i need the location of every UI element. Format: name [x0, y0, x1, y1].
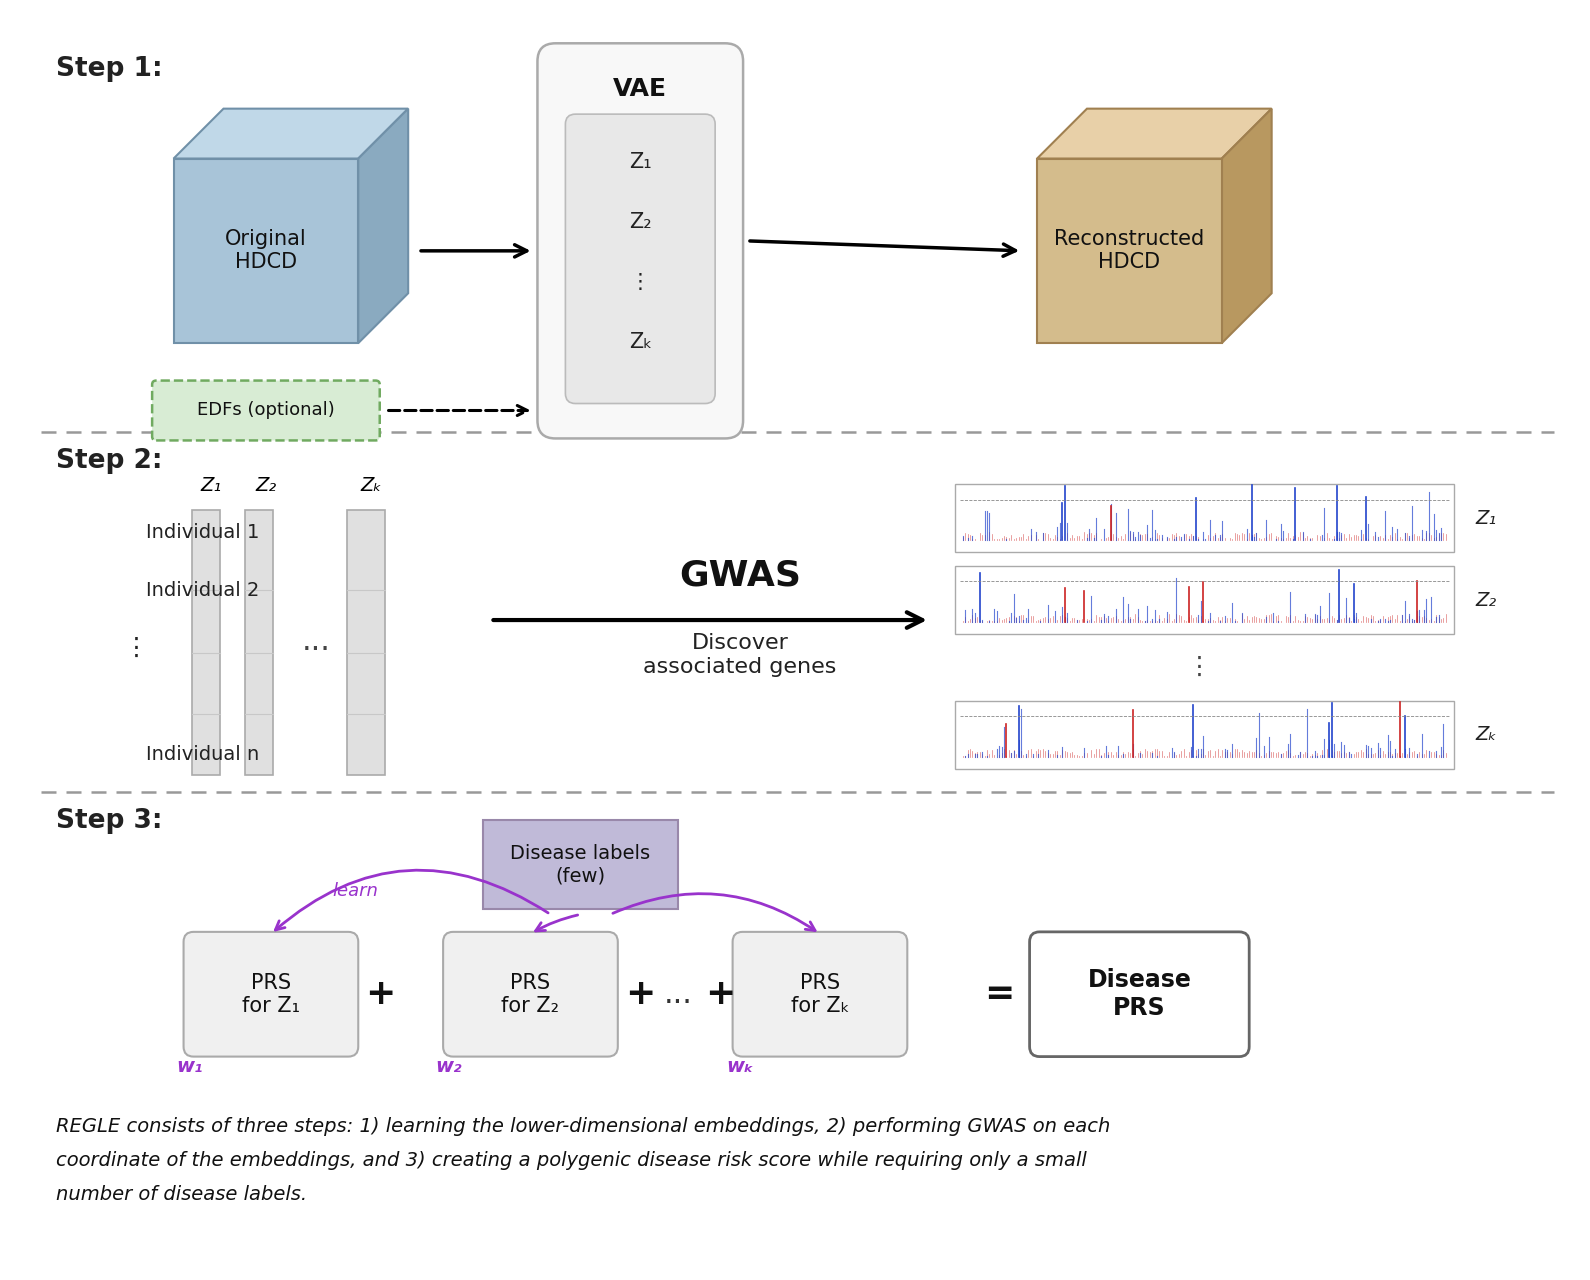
Text: +: + [625, 977, 655, 1011]
Text: Disease labels
(few): Disease labels (few) [510, 844, 650, 884]
Text: Z₂: Z₂ [256, 476, 277, 495]
Polygon shape [1037, 109, 1272, 159]
Text: Zₖ: Zₖ [1476, 726, 1498, 744]
Text: Discover
associated genes: Discover associated genes [644, 634, 836, 677]
Text: Reconstructed
HDCD: Reconstructed HDCD [1054, 229, 1205, 273]
Text: VAE: VAE [614, 77, 668, 101]
Text: w₁: w₁ [176, 1056, 202, 1075]
Text: Individual n: Individual n [146, 745, 259, 764]
FancyBboxPatch shape [245, 511, 273, 774]
FancyBboxPatch shape [566, 114, 716, 403]
Polygon shape [1221, 109, 1272, 343]
FancyBboxPatch shape [192, 511, 219, 774]
Text: Z₂: Z₂ [630, 212, 652, 232]
FancyBboxPatch shape [183, 932, 358, 1056]
Text: learn: learn [332, 882, 378, 900]
Text: PRS
for Z₁: PRS for Z₁ [242, 973, 301, 1016]
Polygon shape [1037, 159, 1221, 343]
FancyBboxPatch shape [153, 380, 380, 440]
FancyBboxPatch shape [954, 484, 1453, 552]
Text: Original
HDCD: Original HDCD [226, 229, 307, 273]
Text: PRS
for Z₂: PRS for Z₂ [501, 973, 560, 1016]
Text: ...: ... [302, 627, 331, 657]
Text: GWAS: GWAS [679, 558, 801, 593]
Text: Z₂: Z₂ [1476, 590, 1498, 609]
FancyBboxPatch shape [1030, 932, 1250, 1056]
Text: wₖ: wₖ [727, 1056, 754, 1075]
Text: REGLE consists of three steps: 1) learning the lower-dimensional embeddings, 2) : REGLE consists of three steps: 1) learni… [56, 1117, 1111, 1204]
Text: ...: ... [663, 979, 693, 1009]
Text: Z₁: Z₁ [200, 476, 221, 495]
Text: ⋮: ⋮ [1186, 655, 1212, 678]
Text: Zₖ: Zₖ [628, 332, 652, 352]
Text: Individual 2: Individual 2 [146, 581, 259, 599]
FancyBboxPatch shape [954, 566, 1453, 634]
Text: ⋮: ⋮ [124, 636, 148, 660]
Text: Step 2:: Step 2: [56, 448, 162, 475]
Text: Z₁: Z₁ [630, 152, 652, 172]
FancyBboxPatch shape [444, 932, 619, 1056]
Text: +: + [366, 977, 396, 1011]
Text: w₂: w₂ [436, 1056, 461, 1075]
Text: Disease
PRS: Disease PRS [1088, 969, 1191, 1020]
FancyBboxPatch shape [483, 819, 677, 909]
Text: EDFs (optional): EDFs (optional) [197, 402, 335, 420]
Text: +: + [704, 977, 735, 1011]
Text: Zₖ: Zₖ [359, 476, 382, 495]
Polygon shape [173, 159, 358, 343]
FancyBboxPatch shape [537, 44, 743, 439]
Text: Z₁: Z₁ [1476, 508, 1498, 527]
FancyBboxPatch shape [733, 932, 908, 1056]
Text: =: = [984, 977, 1014, 1011]
FancyBboxPatch shape [347, 511, 385, 774]
Text: Step 1:: Step 1: [56, 56, 162, 82]
FancyBboxPatch shape [954, 701, 1453, 769]
Text: ⋮: ⋮ [630, 271, 650, 292]
Polygon shape [173, 109, 409, 159]
Polygon shape [358, 109, 409, 343]
Text: Individual 1: Individual 1 [146, 522, 259, 541]
Text: Step 3:: Step 3: [56, 808, 162, 833]
Text: PRS
for Zₖ: PRS for Zₖ [790, 973, 849, 1016]
